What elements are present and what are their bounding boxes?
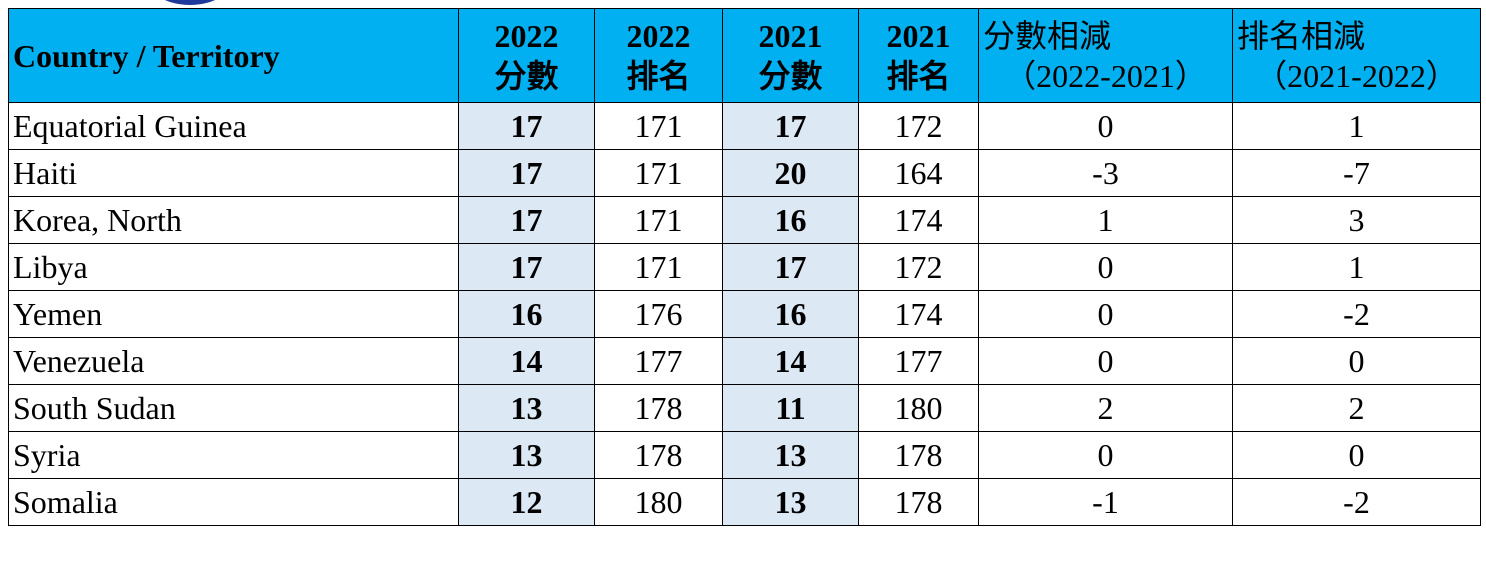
value-cell: 17 [458,243,595,291]
country-cell: Venezuela [8,337,459,385]
header-text: （2021-2022） [1255,57,1458,94]
table-row: Libya 17 171 17 172 0 1 [8,243,1481,291]
value-cell: 1 [1232,102,1481,150]
value-cell: 174 [858,196,979,244]
value-cell: 176 [594,290,723,338]
country-cell: Yemen [8,290,459,338]
header-text: 排名 [886,57,951,94]
header-row: Country / Territory 2022 分數 2022 排名 2021 分數 202… [8,8,1481,103]
value-cell: 171 [594,149,723,197]
table-row: Venezuela 14 177 14 177 0 0 [8,337,1481,385]
value-cell: 2 [1232,384,1481,432]
value-cell: 13 [722,478,859,526]
value-cell: 12 [458,478,595,526]
value-cell: 178 [858,431,979,479]
value-cell: 0 [1232,337,1481,385]
header-cell: 2022 排名 [594,8,723,103]
value-cell: 177 [594,337,723,385]
header-text: 分數 [494,57,559,94]
value-cell: 17 [458,102,595,150]
table-body: Equatorial Guinea 17 171 17 172 0 1 Haiti 17 171 2… [8,102,1481,526]
country-cell: Equatorial Guinea [8,102,459,150]
table-row: Syria 13 178 13 178 0 0 [8,431,1481,479]
value-cell: 0 [978,431,1233,479]
header-text: （2022-2021） [1004,57,1207,94]
header-cell: Country / Territory [8,8,459,103]
header-text: 2021 [758,17,823,54]
header-text: 排名相減 [1237,17,1366,54]
value-cell: 13 [458,431,595,479]
value-cell: 171 [594,196,723,244]
value-cell: 14 [458,337,595,385]
value-cell: 13 [722,431,859,479]
value-cell: 17 [722,102,859,150]
ranking-table: Country / Territory 2022 分數 2022 排名 2021 分數 202… [8,8,1481,526]
value-cell: 0 [978,337,1233,385]
value-cell: 0 [978,243,1233,291]
value-cell: 16 [458,290,595,338]
value-cell: -7 [1232,149,1481,197]
value-cell: 2 [978,384,1233,432]
value-cell: 172 [858,102,979,150]
value-cell: -2 [1232,290,1481,338]
header-cell: 2022 分數 [458,8,595,103]
value-cell: 0 [978,290,1233,338]
value-cell: 17 [722,243,859,291]
header-text: 分數相減 [983,17,1112,54]
country-cell: Korea, North [8,196,459,244]
country-cell: Haiti [8,149,459,197]
table-row: Somalia 12 180 13 178 -1 -2 [8,478,1481,526]
value-cell: 171 [594,102,723,150]
header-text: 2022 [626,17,691,54]
logo-fragment [150,0,230,5]
value-cell: 13 [458,384,595,432]
header-cell: 排名相減 （2021-2022） [1232,8,1481,103]
value-cell: 3 [1232,196,1481,244]
value-cell: 180 [594,478,723,526]
value-cell: -2 [1232,478,1481,526]
header-cell: 分數相減 （2022-2021） [978,8,1233,103]
value-cell: 1 [978,196,1233,244]
value-cell: 14 [722,337,859,385]
country-cell: Somalia [8,478,459,526]
value-cell: 16 [722,290,859,338]
country-cell: South Sudan [8,384,459,432]
header-text: 分數 [758,57,823,94]
value-cell: 164 [858,149,979,197]
table-row: Equatorial Guinea 17 171 17 172 0 1 [8,102,1481,150]
table-row: Haiti 17 171 20 164 -3 -7 [8,149,1481,197]
value-cell: 178 [594,384,723,432]
header-text: 2021 [886,17,951,54]
table-row: Yemen 16 176 16 174 0 -2 [8,290,1481,338]
country-cell: Syria [8,431,459,479]
header-text: 排名 [626,57,691,94]
value-cell: 180 [858,384,979,432]
header-cell: 2021 排名 [858,8,979,103]
value-cell: 178 [594,431,723,479]
value-cell: 172 [858,243,979,291]
header-text: Country / Territory [13,37,280,74]
value-cell: 178 [858,478,979,526]
value-cell: 1 [1232,243,1481,291]
table-row: Korea, North 17 171 16 174 1 3 [8,196,1481,244]
value-cell: 17 [458,196,595,244]
table-row: South Sudan 13 178 11 180 2 2 [8,384,1481,432]
value-cell: 177 [858,337,979,385]
value-cell: 16 [722,196,859,244]
value-cell: 0 [978,102,1233,150]
value-cell: -1 [978,478,1233,526]
value-cell: 174 [858,290,979,338]
value-cell: -3 [978,149,1233,197]
value-cell: 171 [594,243,723,291]
value-cell: 20 [722,149,859,197]
value-cell: 0 [1232,431,1481,479]
value-cell: 11 [722,384,859,432]
header-cell: 2021 分數 [722,8,859,103]
value-cell: 17 [458,149,595,197]
country-cell: Libya [8,243,459,291]
header-text: 2022 [494,17,559,54]
